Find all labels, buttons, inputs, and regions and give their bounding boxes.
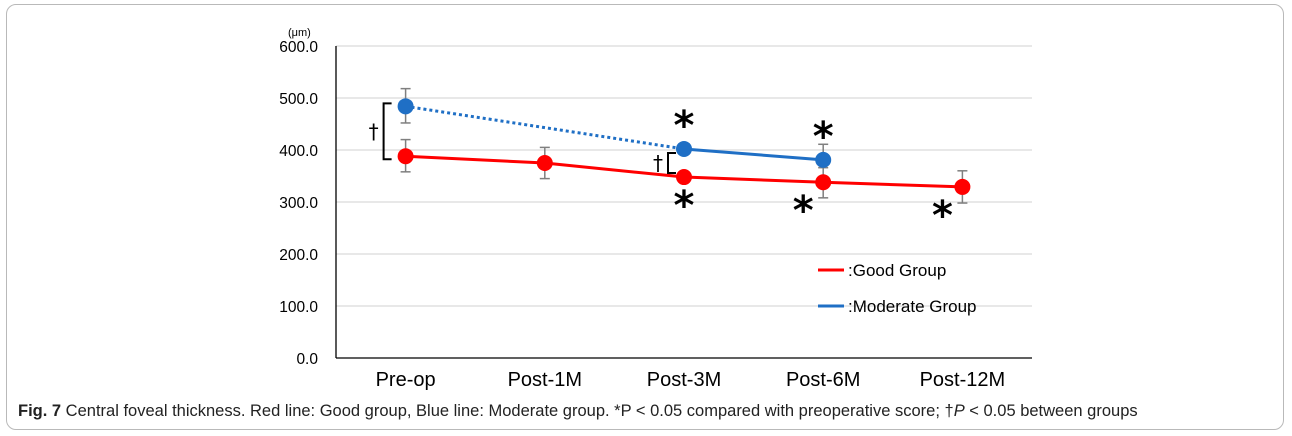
x-tick-label: Post-1M (508, 369, 582, 391)
series-line-segment (683, 147, 824, 162)
y-tick-label: 200.0 (279, 247, 318, 264)
data-point (815, 174, 832, 191)
data-point (536, 155, 553, 171)
y-tick-label: 400.0 (279, 143, 318, 160)
caption-text: Central foveal thickness. Red line: Good… (61, 402, 954, 420)
y-tick-label: 100.0 (279, 299, 318, 316)
legend-label: :Good Group (848, 261, 946, 280)
significance-asterisk: * (793, 188, 814, 234)
series-layer (397, 87, 971, 204)
between-group-bracket (382, 102, 392, 161)
data-point (954, 178, 971, 195)
significance-asterisk: * (674, 183, 695, 229)
data-point (397, 148, 414, 165)
axes (335, 46, 1032, 359)
data-point (397, 98, 414, 115)
y-tick-label: 300.0 (279, 195, 318, 212)
figure-frame (6, 4, 1284, 430)
between-group-dagger: † (653, 151, 663, 175)
significance-asterisk: * (674, 103, 695, 149)
between-group-bracket (667, 151, 676, 175)
tick-labels: 0.0 100.0 200.0 300.0 400.0 500.0 600.0(μm) Pre… (279, 27, 1005, 391)
legend: :Good Group :Moderate Group (818, 261, 977, 316)
data-point (676, 140, 692, 157)
y-unit-label: (μm) (288, 27, 311, 39)
y-tick-label: 600.0 (279, 39, 318, 56)
data-point (815, 151, 832, 168)
x-tick-label: Pre-op (376, 369, 436, 391)
caption-italic-p: P (953, 402, 965, 420)
series-line-segment (683, 175, 824, 184)
x-tick-label: Post-6M (786, 369, 860, 391)
x-tick-label: Post-12M (920, 369, 1006, 391)
legend-label: :Moderate Group (848, 297, 977, 316)
grid-lines (336, 45, 1032, 307)
caption-text-end: < 0.05 between groups (964, 402, 1138, 420)
data-point (676, 169, 692, 186)
series-line-segment (823, 180, 963, 189)
significance-asterisk: * (932, 193, 953, 239)
y-tick-label: 0.0 (296, 351, 318, 368)
caption-fig-label: Fig. 7 (18, 402, 62, 420)
series-line-segment (405, 154, 545, 165)
between-group-dagger: † (369, 119, 379, 143)
series-line-segment (544, 161, 685, 179)
figure-caption: Fig. 7 Central foveal thickness. Red lin… (18, 402, 1278, 421)
y-tick-label: 500.0 (279, 91, 318, 108)
series-line-segment (405, 104, 685, 151)
x-tick-label: Post-3M (647, 369, 721, 391)
significance-marks: * * * * * † † (369, 102, 953, 239)
significance-asterisk: * (813, 114, 834, 160)
